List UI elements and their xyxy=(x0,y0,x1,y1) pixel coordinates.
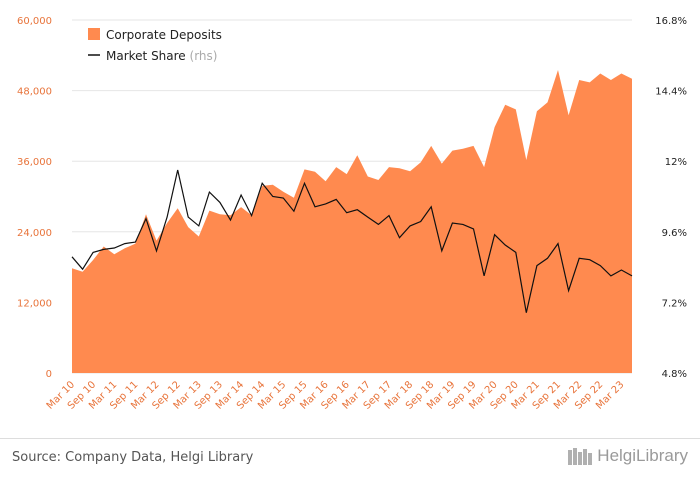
right-axis-tick: 12% xyxy=(665,157,687,168)
left-axis-tick: 60,000 xyxy=(17,16,52,27)
right-axis-tick: 4.8% xyxy=(662,369,687,380)
right-axis-tick: 9.6% xyxy=(662,228,687,239)
brand-name: HelgiLibrary xyxy=(597,446,688,465)
left-axis-tick: 24,000 xyxy=(17,228,52,239)
library-icon xyxy=(568,448,593,465)
footer-divider xyxy=(0,438,700,439)
legend-area-label: Corporate Deposits xyxy=(106,28,222,42)
left-axis-tick: 48,000 xyxy=(17,87,52,98)
helgi-library-logo: HelgiLibrary xyxy=(567,446,688,466)
right-axis-tick: 16.8% xyxy=(655,16,687,27)
left-axis-tick: 36,000 xyxy=(17,157,52,168)
legend-area-swatch xyxy=(88,28,100,40)
market-share-line xyxy=(71,169,633,313)
corporate-deposits-area xyxy=(72,70,632,373)
legend-line-label: Market Share (rhs) xyxy=(106,49,217,63)
chart: 0 12,000 24,000 36,000 48,000 60,000 4.8% 7.2%… xyxy=(17,16,687,412)
left-axis-ticks: 0 12,000 24,000 36,000 48,000 60,000 xyxy=(17,16,52,380)
source-note: Source: Company Data, Helgi Library xyxy=(12,450,254,465)
legend-line-name: Market Share xyxy=(106,49,186,63)
right-axis-ticks: 4.8% 7.2% 9.6% 12% 14.4% 16.8% xyxy=(655,16,687,380)
legend: Corporate Deposits Market Share (rhs) xyxy=(88,28,222,63)
legend-line-suffix: (rhs) xyxy=(190,49,218,63)
right-axis-tick: 14.4% xyxy=(655,87,687,98)
right-axis-tick: 7.2% xyxy=(662,298,687,309)
left-axis-tick: 0 xyxy=(46,369,52,380)
left-axis-tick: 12,000 xyxy=(17,298,52,309)
